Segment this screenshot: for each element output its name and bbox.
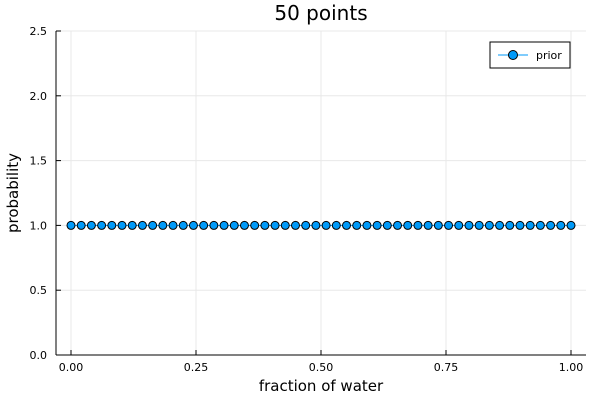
data-point <box>168 220 178 230</box>
data-point <box>239 220 249 230</box>
data-point <box>362 220 372 230</box>
data-point <box>566 220 576 230</box>
data-point <box>546 220 556 230</box>
data-point <box>97 220 107 230</box>
data-point <box>117 220 127 230</box>
x-tick-label: 0.00 <box>59 361 84 374</box>
y-tick-label: 1.5 <box>30 155 48 168</box>
data-point <box>178 220 188 230</box>
data-point <box>290 220 300 230</box>
data-point <box>301 220 311 230</box>
y-tick-label: 1.0 <box>30 219 48 232</box>
data-point <box>556 220 566 230</box>
data-point <box>525 220 535 230</box>
data-point <box>413 220 423 230</box>
data-point <box>158 220 168 230</box>
data-point <box>393 220 403 230</box>
data-point <box>260 220 270 230</box>
data-point <box>484 220 494 230</box>
data-point <box>188 220 198 230</box>
data-point <box>331 220 341 230</box>
data-point <box>495 220 505 230</box>
data-point <box>107 220 117 230</box>
data-point <box>372 220 382 230</box>
data-point <box>321 220 331 230</box>
chart-title: 50 points <box>274 1 367 25</box>
legend-label-prior: prior <box>536 49 562 62</box>
data-point <box>66 220 76 230</box>
data-point <box>423 220 433 230</box>
data-point <box>280 220 290 230</box>
y-ticks: 0.0 0.5 1.0 1.5 2.0 2.5 <box>30 25 61 362</box>
data-point <box>444 220 454 230</box>
legend-marker-swatch <box>508 50 518 60</box>
data-point <box>505 220 515 230</box>
legend: prior <box>489 41 571 69</box>
y-tick-label: 2.5 <box>30 25 48 38</box>
grid <box>56 30 586 356</box>
x-tick-label: 1.00 <box>559 361 584 374</box>
x-axis-label: fraction of water <box>259 377 384 395</box>
data-point <box>76 220 86 230</box>
y-tick-label: 2.0 <box>30 90 48 103</box>
y-axis-label: probability <box>4 153 22 233</box>
data-point <box>433 220 443 230</box>
data-point <box>127 220 137 230</box>
data-point <box>311 220 321 230</box>
data-point <box>382 220 392 230</box>
x-tick-label: 0.75 <box>434 361 459 374</box>
data-point <box>199 220 209 230</box>
data-point <box>474 220 484 230</box>
y-tick-label: 0.0 <box>30 349 48 362</box>
data-point <box>137 220 147 230</box>
data-point <box>270 220 280 230</box>
data-point <box>535 220 545 230</box>
x-ticks: 0.00 0.25 0.50 0.75 1.00 <box>59 350 584 374</box>
data-point <box>229 220 239 230</box>
x-tick-label: 0.50 <box>309 361 334 374</box>
data-point <box>464 220 474 230</box>
x-tick-label: 0.25 <box>184 361 209 374</box>
data-point <box>403 220 413 230</box>
data-point <box>148 220 158 230</box>
data-point <box>250 220 260 230</box>
data-point <box>352 220 362 230</box>
series-layer <box>66 220 576 230</box>
data-point <box>454 220 464 230</box>
data-point <box>515 220 525 230</box>
data-point <box>86 220 96 230</box>
data-point <box>342 220 352 230</box>
y-tick-label: 0.5 <box>30 284 48 297</box>
data-point <box>209 220 219 230</box>
data-point <box>219 220 229 230</box>
